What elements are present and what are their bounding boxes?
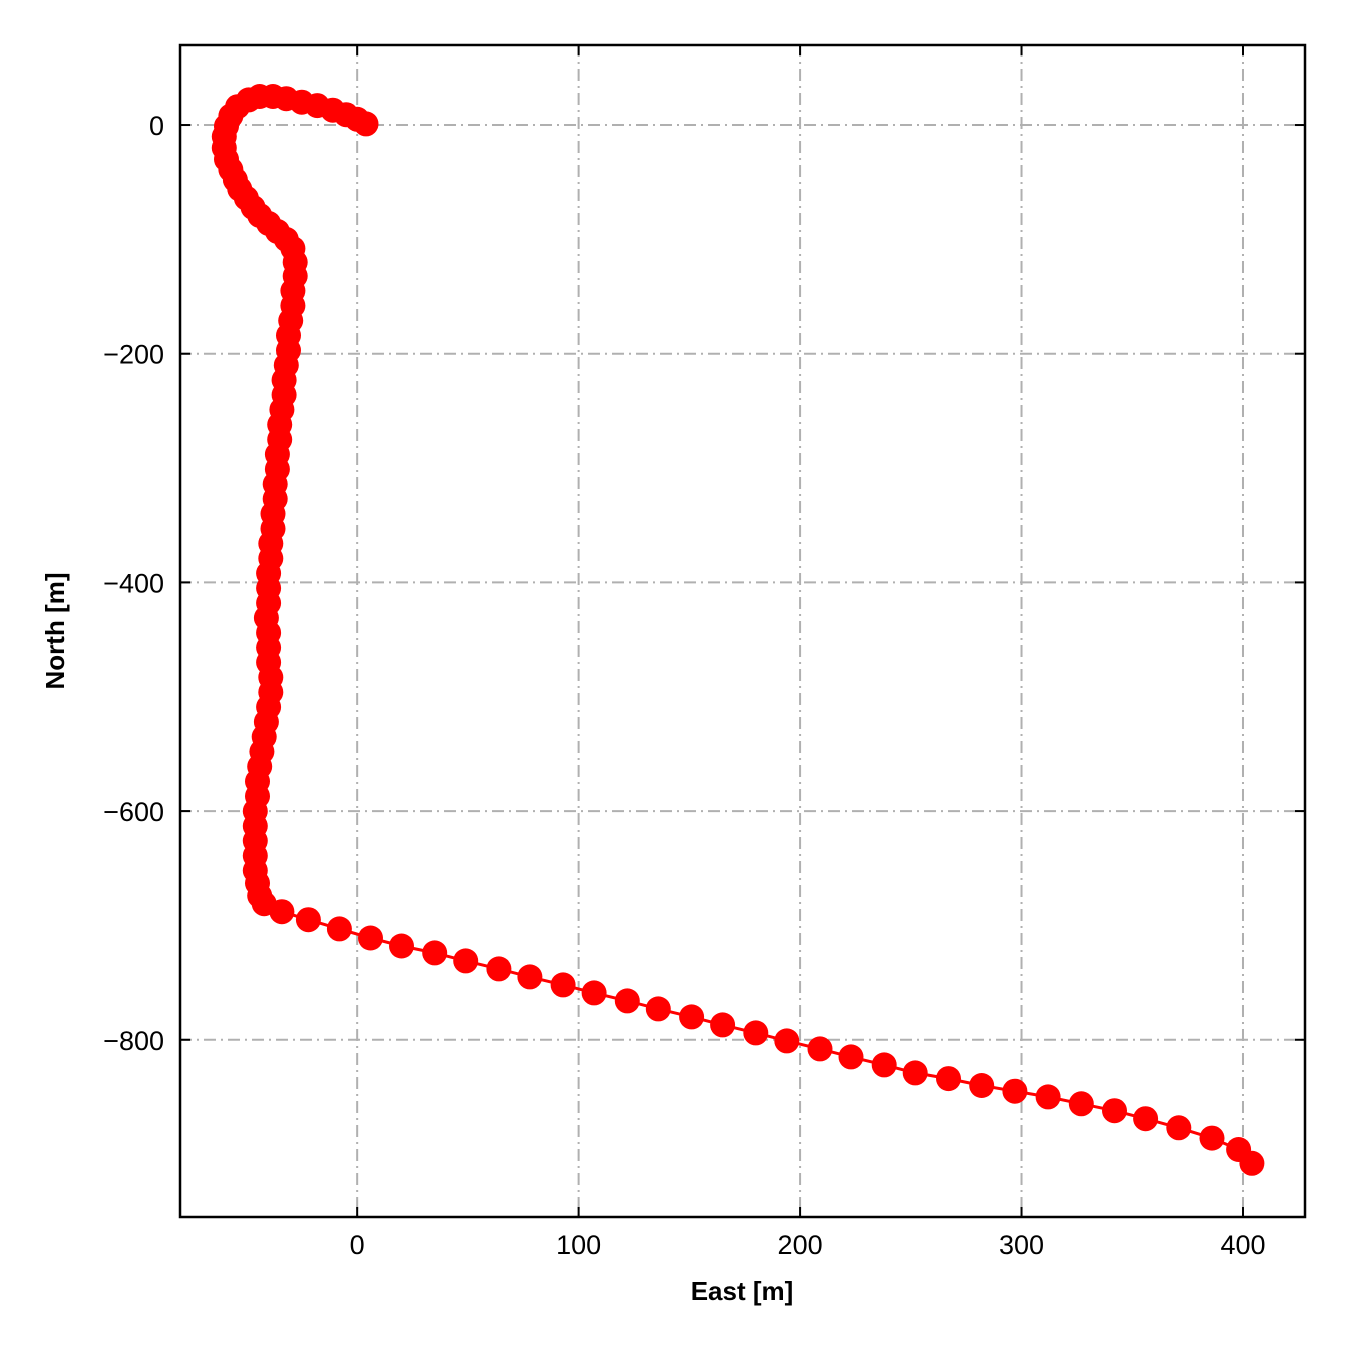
y-tick-label: −800 <box>103 1026 164 1056</box>
data-point <box>1068 1091 1094 1117</box>
data-point <box>902 1060 928 1086</box>
data-point <box>550 972 576 998</box>
x-tick-label: 300 <box>999 1230 1044 1260</box>
data-point <box>389 933 414 959</box>
ticks <box>180 45 1305 1217</box>
data-point <box>517 964 543 990</box>
data-point <box>358 925 383 951</box>
data-point <box>269 899 295 925</box>
data-point <box>743 1020 769 1046</box>
x-tick-label: 200 <box>778 1230 823 1260</box>
data-point <box>838 1044 864 1070</box>
data-point <box>1102 1098 1127 1124</box>
x-tick-label: 0 <box>350 1230 365 1260</box>
data-point <box>774 1028 800 1054</box>
data-point <box>679 1004 705 1030</box>
x-tick-label: 100 <box>556 1230 601 1260</box>
series-layer <box>211 84 1265 1176</box>
data-point <box>295 907 321 933</box>
plot-frame <box>178 43 1307 1219</box>
y-tick-label: 0 <box>149 111 164 141</box>
data-point <box>486 956 512 982</box>
data-point <box>614 988 640 1014</box>
data-point <box>871 1052 897 1078</box>
data-point <box>1166 1115 1192 1141</box>
x-axis-label: East [m] <box>691 1276 794 1306</box>
data-point <box>936 1066 961 1092</box>
y-axis-label: North [m] <box>40 573 70 690</box>
data-point <box>453 948 479 974</box>
data-point <box>710 1012 736 1038</box>
data-point <box>581 980 607 1006</box>
data-point <box>645 996 671 1022</box>
data-point <box>326 916 352 942</box>
y-tick-label: −600 <box>103 797 164 827</box>
data-point <box>1239 1150 1265 1176</box>
data-point <box>807 1036 833 1062</box>
plot-background <box>180 45 1305 1217</box>
y-tick-label: −200 <box>103 340 164 370</box>
data-point <box>1035 1084 1061 1110</box>
data-point <box>1002 1078 1028 1104</box>
y-tick-label: −400 <box>103 568 164 598</box>
tick-labels: 0 100 200 300 400 0 −200 −400 −600 −800 <box>103 111 1265 1260</box>
data-point <box>969 1073 995 1098</box>
data-point <box>1133 1106 1159 1132</box>
x-tick-label: 400 <box>1220 1230 1265 1260</box>
data-point <box>1199 1125 1225 1151</box>
data-point <box>422 940 448 966</box>
grid <box>180 45 1305 1217</box>
